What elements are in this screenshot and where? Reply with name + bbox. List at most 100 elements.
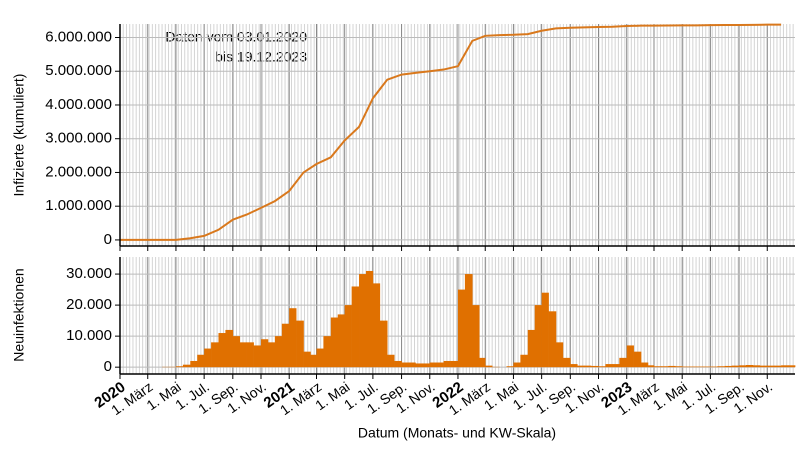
bar xyxy=(464,274,473,368)
bar xyxy=(626,345,634,368)
bar xyxy=(394,360,402,368)
y-tick-label: 3.000.000 xyxy=(45,130,112,147)
bar xyxy=(541,292,549,368)
bar xyxy=(605,364,613,368)
bar xyxy=(310,354,317,368)
bar xyxy=(534,305,542,368)
bar xyxy=(647,365,655,368)
bar xyxy=(506,366,514,368)
y-axis-label: Neuinfektionen xyxy=(11,268,27,361)
bar xyxy=(675,366,683,368)
bar xyxy=(253,345,262,368)
x-axis-label: Datum (Monats- und KW-Skala) xyxy=(358,425,556,441)
y-tick-label: 1.000.000 xyxy=(45,197,112,214)
bar xyxy=(696,366,704,368)
bar xyxy=(330,317,339,368)
bar xyxy=(562,357,571,368)
bar xyxy=(182,364,191,368)
bar xyxy=(485,365,493,368)
bar xyxy=(281,323,290,368)
bar xyxy=(759,365,768,368)
bar xyxy=(267,342,276,368)
bar xyxy=(429,362,437,368)
bar xyxy=(443,360,451,368)
bar xyxy=(752,365,761,368)
bar xyxy=(570,364,578,368)
y-tick-label: 0 xyxy=(104,231,112,248)
bar xyxy=(337,314,345,368)
y-tick-label: 30.000 xyxy=(66,265,112,282)
bar xyxy=(359,274,367,368)
bar xyxy=(527,329,536,368)
y-tick-label: 10.000 xyxy=(66,327,112,344)
bar xyxy=(739,365,747,368)
bar xyxy=(584,365,592,368)
bar xyxy=(619,357,628,368)
bar xyxy=(774,365,782,368)
bar xyxy=(479,357,486,368)
bar xyxy=(450,360,459,368)
bar xyxy=(379,320,388,368)
y-tick-label: 0 xyxy=(104,358,112,375)
bar xyxy=(577,365,585,368)
bar xyxy=(788,365,796,368)
bar xyxy=(598,366,606,368)
bar xyxy=(436,362,444,368)
bar xyxy=(668,365,676,368)
bar xyxy=(472,305,480,368)
bar xyxy=(548,311,557,368)
bar xyxy=(408,362,416,368)
bar xyxy=(591,365,599,368)
bar xyxy=(612,364,620,368)
bar xyxy=(211,342,219,368)
bar xyxy=(372,283,381,368)
bar xyxy=(344,305,352,368)
bar xyxy=(274,336,283,368)
line xyxy=(120,23,782,241)
bar xyxy=(351,286,360,368)
bar xyxy=(682,366,690,368)
bar xyxy=(261,339,269,368)
bar xyxy=(724,365,732,368)
bar xyxy=(190,360,198,368)
bar xyxy=(387,354,395,368)
bar xyxy=(225,329,234,368)
bar xyxy=(641,362,649,368)
bar xyxy=(289,308,297,368)
bar xyxy=(246,342,254,368)
y-tick-label: 6.000.000 xyxy=(45,28,112,45)
bar xyxy=(660,366,669,368)
bar xyxy=(767,365,775,368)
bar xyxy=(239,342,247,368)
bar xyxy=(232,336,241,368)
bar xyxy=(513,362,521,368)
bar xyxy=(633,351,642,368)
bar xyxy=(731,365,740,368)
bar xyxy=(422,363,431,368)
bar xyxy=(745,365,754,368)
bar xyxy=(316,348,324,368)
y-tick-label: 20.000 xyxy=(66,296,112,313)
bar xyxy=(323,336,332,368)
bar xyxy=(781,365,789,368)
bar xyxy=(415,363,423,368)
bar xyxy=(218,333,226,368)
bar xyxy=(703,366,711,368)
y-axis-label: Infizierte (kumuliert) xyxy=(11,74,27,197)
bar xyxy=(401,362,409,368)
bar xyxy=(520,354,529,368)
bar xyxy=(710,366,718,368)
bar xyxy=(457,289,466,368)
bar xyxy=(653,366,662,368)
bar xyxy=(296,320,304,368)
bar xyxy=(197,354,205,368)
bar xyxy=(204,348,212,368)
bar xyxy=(717,366,726,368)
bar xyxy=(365,270,374,368)
bar xyxy=(303,351,311,368)
bar xyxy=(175,366,184,368)
bar xyxy=(555,342,564,368)
y-tick-label: 2.000.000 xyxy=(45,163,112,180)
y-tick-label: 4.000.000 xyxy=(45,96,112,113)
